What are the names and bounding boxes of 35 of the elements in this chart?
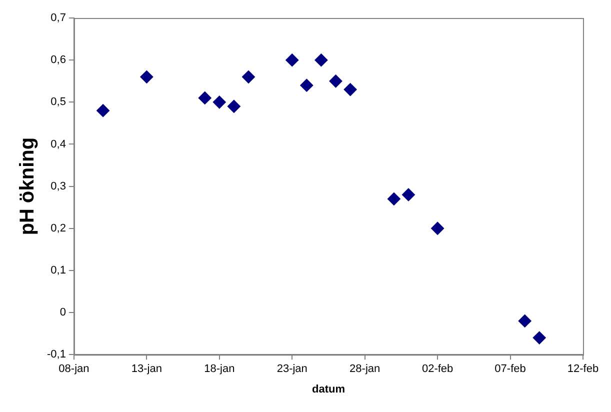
y-tick-label: 0,3 [50,180,66,192]
point [344,83,357,96]
y-tick-label: 0,2 [50,222,66,234]
point [242,70,255,84]
point [300,78,314,92]
x-tick-label: 23-jan [276,363,308,376]
point [96,104,110,118]
y-tick-label: 0,5 [50,96,66,108]
y-tick-label: 0,6 [50,54,66,66]
y-tick-label: 0,7 [50,12,66,24]
y-tick-label: 0 [60,306,66,319]
x-tick-label: 02-feb [422,363,454,376]
y-axis-title: pH ökning [16,137,39,236]
point [518,314,532,328]
x-tick-label: 28-jan [350,363,380,376]
x-tick-label: 18-jan [204,363,235,376]
point [387,192,400,206]
point [402,188,415,202]
point [431,222,444,235]
x-axis-title: datum [312,383,346,396]
point [227,100,240,113]
x-tick-label: 13-jan [131,363,162,376]
x-tick-label: 12-feb [567,363,599,376]
y-tick-label: 0,1 [50,264,66,276]
point [198,91,212,104]
y-tick-label: -0,1 [46,348,66,361]
point [140,70,154,84]
x-tick-label: 07-feb [494,363,526,376]
point [212,96,226,109]
point [314,54,328,67]
y-tick-label: 0,4 [50,138,66,150]
x-tick-label: 08-jan [58,363,90,376]
point [329,74,342,88]
point [286,54,299,67]
point [532,331,546,344]
